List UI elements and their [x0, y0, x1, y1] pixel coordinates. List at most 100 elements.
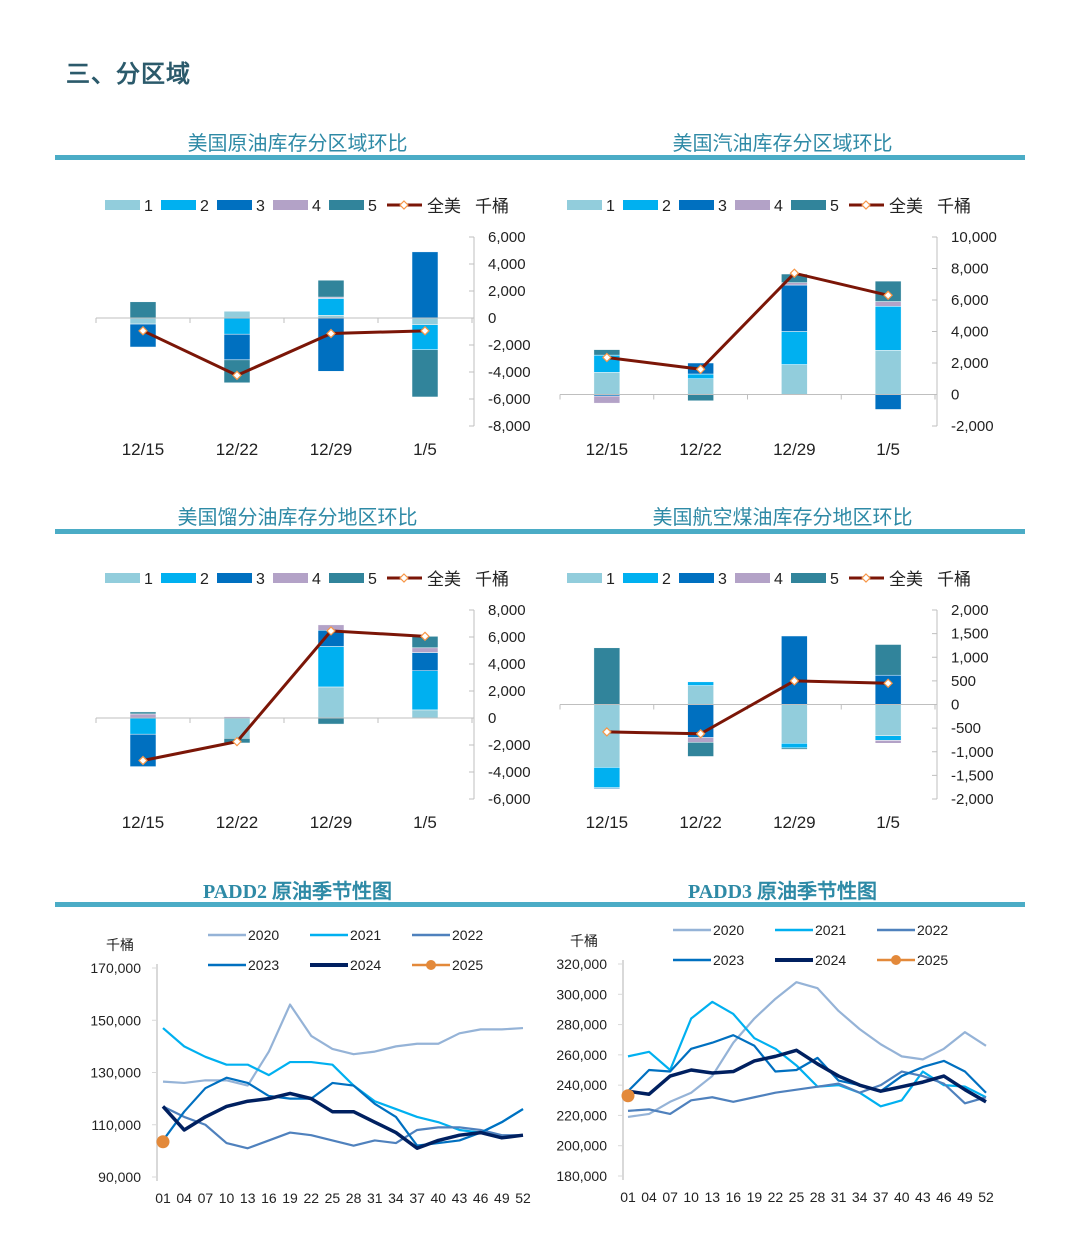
legend-label-2023: 2023	[248, 957, 279, 973]
total-line	[142, 629, 426, 762]
y-tick-label: 2,000	[488, 683, 526, 700]
x-tick-label: 43	[915, 1189, 931, 1205]
y-tick-label: 8,000	[488, 602, 526, 619]
y-tick-label: 2,000	[488, 283, 526, 300]
bar-segment-1	[687, 685, 714, 705]
x-tick-label: 01	[620, 1189, 636, 1205]
bar-segment-4	[874, 301, 902, 307]
legend-swatch-4	[273, 573, 308, 583]
x-tick-label: 52	[978, 1189, 994, 1205]
total-marker	[420, 631, 430, 642]
legend-label: 5	[830, 571, 839, 588]
legend-label-2022: 2022	[917, 922, 948, 938]
x-tick-label: 34	[852, 1189, 868, 1205]
bar-segment-5	[593, 647, 621, 705]
x-tick-label: 16	[261, 1190, 277, 1206]
legend-swatch-1	[567, 200, 602, 210]
legend-diamond-marker	[399, 200, 409, 210]
x-tick-label: 52	[515, 1190, 531, 1206]
category-label: 12/29	[773, 440, 816, 459]
series-line-2022	[162, 1105, 523, 1150]
legend-marker-2025	[426, 960, 436, 970]
y-tick-label: 280,000	[556, 1017, 607, 1033]
x-tick-label: 31	[367, 1190, 383, 1206]
legend-diamond-marker	[861, 573, 871, 583]
legend-swatch-5	[329, 200, 364, 210]
y-tick-label: -500	[951, 720, 981, 737]
series-line-2021	[627, 1000, 987, 1108]
heading-rule	[55, 529, 1025, 534]
x-tick-label: 46	[936, 1189, 952, 1205]
legend-label: 3	[718, 198, 727, 215]
x-tick-label: 19	[747, 1189, 763, 1205]
series-point-2025	[621, 1089, 635, 1103]
bar-segment-2	[687, 373, 714, 379]
y-tick-label: 500	[951, 673, 976, 690]
category-label: 12/15	[586, 440, 629, 459]
y-tick-label: 320,000	[556, 956, 607, 972]
legend-label: 2	[200, 198, 209, 215]
y-tick-label: 0	[488, 710, 496, 727]
padd3-chart-title: PADD3 原油季节性图	[687, 881, 878, 903]
bar-segment-2	[781, 742, 808, 749]
y-tick-label: 4,000	[488, 656, 526, 673]
legend-label: 5	[830, 198, 839, 215]
legend-swatch-2	[623, 573, 658, 583]
x-tick-label: 07	[662, 1189, 678, 1205]
legend-label: 3	[718, 571, 727, 588]
unit-label: 千桶	[937, 570, 971, 589]
bar-segment-3	[781, 284, 808, 332]
bar-segment-5	[129, 711, 157, 715]
total-marker	[138, 755, 148, 766]
y-tick-label: -8,000	[488, 418, 531, 435]
bar-segment-2	[593, 767, 621, 788]
total-marker	[883, 678, 893, 689]
category-label: 1/5	[413, 813, 437, 832]
legend-label: 2	[200, 571, 209, 588]
legend-label-total: 全美	[889, 197, 923, 216]
x-tick-label: 46	[473, 1190, 489, 1206]
total-marker	[789, 676, 800, 686]
unit-label: 千桶	[475, 197, 509, 216]
bar-segment-4	[593, 395, 621, 404]
x-tick-label: 07	[198, 1190, 214, 1206]
x-tick-label: 04	[641, 1189, 657, 1205]
y-tick-label: 150,000	[90, 1012, 141, 1028]
y-axis-unit-label: 千桶	[106, 937, 134, 953]
legend-label-2023: 2023	[713, 952, 744, 968]
legend-diamond-marker	[861, 200, 871, 210]
y-tick-label: -2,000	[488, 737, 531, 754]
legend-label: 1	[606, 571, 615, 588]
unit-label: 千桶	[475, 570, 509, 589]
x-tick-label: 31	[831, 1189, 847, 1205]
category-label: 12/29	[773, 813, 816, 832]
legend-swatch-4	[735, 200, 770, 210]
x-tick-label: 37	[409, 1190, 425, 1206]
y-tick-label: 220,000	[556, 1107, 607, 1123]
y-tick-label: 6,000	[951, 292, 989, 309]
total-marker	[602, 727, 612, 737]
y-tick-label: -4,000	[488, 764, 531, 781]
y-axis-unit-label: 千桶	[570, 933, 598, 949]
y-tick-label: 6,000	[488, 229, 526, 246]
total-marker	[232, 736, 242, 747]
x-tick-label: 28	[346, 1190, 362, 1206]
y-tick-label: 0	[488, 310, 496, 327]
total-marker	[420, 325, 430, 336]
legend-marker-2025	[891, 955, 901, 965]
y-tick-label: 260,000	[556, 1047, 607, 1063]
x-tick-label: 10	[219, 1190, 235, 1206]
total-marker	[138, 325, 148, 336]
bar-segment-4	[411, 647, 439, 653]
category-label: 12/29	[310, 813, 353, 832]
x-tick-label: 13	[240, 1190, 256, 1206]
bar-segment-3	[874, 394, 902, 410]
bar-segment-1	[411, 317, 439, 325]
crude-chart-title: 美国原油库存分区域环比	[187, 133, 408, 155]
series-point-2025	[156, 1135, 170, 1149]
legend-label-2022: 2022	[452, 927, 483, 943]
category-label: 1/5	[876, 440, 900, 459]
legend-label-2024: 2024	[350, 957, 381, 973]
legend-label-2021: 2021	[350, 927, 381, 943]
legend-label: 1	[144, 198, 153, 215]
